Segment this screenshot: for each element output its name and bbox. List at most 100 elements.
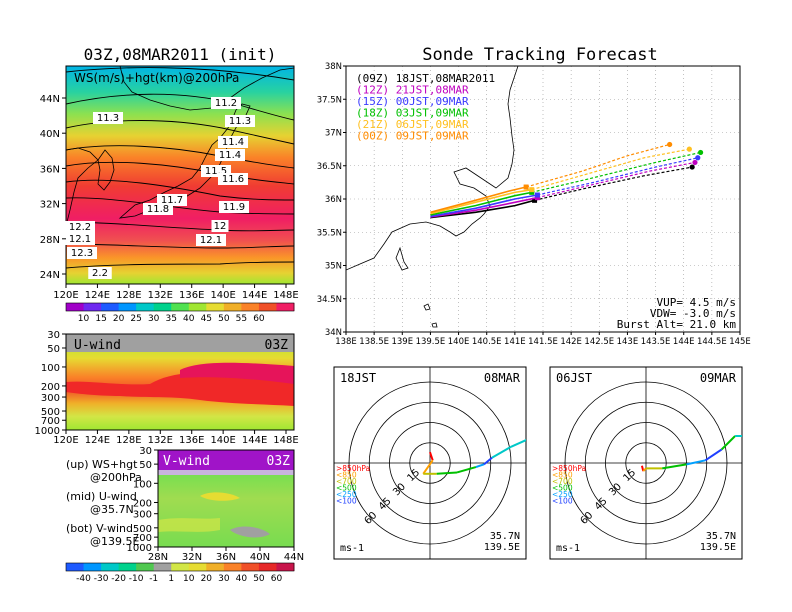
y-tick-label: 50 <box>139 460 152 471</box>
contour-label: 11.4 <box>219 150 241 161</box>
y-tick-label: 24N <box>40 270 60 281</box>
contour-1 <box>66 67 294 81</box>
track-legend: (09Z) 18JST,08MAR2011(12Z) 21JST,08MAR(1… <box>356 72 495 143</box>
y-tick-label: 28N <box>40 235 60 246</box>
colorbar-swatch <box>223 303 242 311</box>
track-end-point <box>667 141 673 148</box>
contour-label-box <box>93 112 123 124</box>
hodograph-level-label: <250 <box>552 490 573 499</box>
track-line-solid <box>430 196 538 218</box>
track-info-burst: Burst Alt= 21.0 km <box>617 318 737 331</box>
x-tick-label: 40N <box>250 552 270 563</box>
colorbar-swatch <box>83 303 102 311</box>
x-tick-label: 140E <box>210 435 235 446</box>
y-tick-label: 34.5N <box>317 295 342 305</box>
colorbar-label: 35 <box>166 314 177 324</box>
hodograph-level-label: <850 <box>336 471 357 480</box>
colorbar-label: 15 <box>95 314 106 324</box>
y-tick-label: 37N <box>325 129 342 139</box>
track-map-grid <box>346 66 740 332</box>
x-tick-label: 141E <box>504 337 526 347</box>
track-lines <box>430 141 704 219</box>
contour-label: 12.3 <box>71 248 93 259</box>
track-legend-item: (15Z) 00JST,09MAR <box>356 95 469 108</box>
colorbar-swatch <box>206 563 225 571</box>
colorbar-swatch <box>136 563 155 571</box>
v-wind-time: 03Z <box>267 454 291 469</box>
y-tick-label: 700 <box>133 533 152 544</box>
legend-note-label: (bot) V-wind <box>66 522 133 535</box>
track-legend-item: (00Z) 09JST,09MAR <box>356 130 469 143</box>
hodograph-lon: 139.5E <box>700 542 736 553</box>
colorbar-swatch <box>101 563 120 571</box>
track-info-vup: VUP= 4.5 m/s <box>657 296 736 309</box>
track-line-dashed <box>531 148 690 191</box>
legend-note-label: (mid) U-wind <box>66 490 137 503</box>
contour-6 <box>66 179 294 201</box>
contour-label: 11.5 <box>205 166 227 177</box>
colorbar-swatch <box>276 303 295 311</box>
colorbar-swatch <box>66 303 85 311</box>
colorbar-label: 20 <box>113 314 125 324</box>
y-tick-label: 34N <box>325 328 342 338</box>
colorbar-label: 20 <box>201 574 213 584</box>
track-end-point <box>698 149 704 156</box>
contour-label: 12.1 <box>69 234 91 245</box>
upper-map-panel: WS(m/s)+hgt(km)@200hPa 11.211.3 11.311.41… <box>40 65 299 324</box>
asia-coastline <box>119 66 294 111</box>
colorbar-swatch <box>153 303 172 311</box>
x-tick-label: 44N <box>284 552 304 563</box>
island-2 <box>431 322 438 328</box>
colorbar-swatch <box>241 303 260 311</box>
x-tick-label: 136E <box>179 435 204 446</box>
contour-label-box <box>225 115 255 127</box>
colorbar-label: 50 <box>253 574 265 584</box>
y-tick-label: 1000 <box>35 426 60 437</box>
y-tick-label: 500 <box>41 407 60 418</box>
contour-label-box <box>218 136 248 148</box>
contour-10 <box>66 261 294 269</box>
legend-note-sub: @35.7N <box>90 503 134 516</box>
track-legend-item: (21Z) 06JST,09MAR <box>356 118 469 131</box>
colorbar-swatch <box>153 563 172 571</box>
legend-note-sub: @200hPa <box>90 471 142 484</box>
contour-label-box <box>218 173 248 185</box>
track-line-dashed <box>534 166 693 201</box>
contour-label-box <box>211 220 229 232</box>
x-tick-label: 143E <box>617 337 639 347</box>
x-tick-label: 132E <box>148 435 173 446</box>
y-tick-label: 38N <box>325 62 342 72</box>
hodograph-time: 06JST <box>556 371 592 385</box>
x-tick-label: 144E <box>673 337 695 347</box>
y-tick-label: 32N <box>40 200 60 211</box>
track-legend-item: (18Z) 03JST,09MAR <box>356 107 469 120</box>
x-tick-label: 140.5E <box>472 337 502 347</box>
hodograph-lon: 139.5E <box>484 542 520 553</box>
colorbar-label: 55 <box>236 314 247 324</box>
x-tick-label: 124E <box>85 290 110 301</box>
x-tick-label: 148E <box>273 435 298 446</box>
contour-label: 11.2 <box>215 98 237 109</box>
hodograph-segment <box>686 459 706 466</box>
colorbar-label: -1 <box>149 574 158 584</box>
contour-label: 11.3 <box>229 116 251 127</box>
contour-label-box <box>196 234 226 246</box>
track-burst-point <box>523 184 529 190</box>
y-tick-label: 1000 <box>127 543 152 554</box>
hodograph-segment <box>475 463 485 468</box>
x-tick-label: 128E <box>116 290 141 301</box>
colorbar-label: 60 <box>271 574 283 584</box>
x-tick-label: 139E <box>391 337 413 347</box>
upper-map-label: WS(m/s)+hgt(km)@200hPa <box>74 71 239 85</box>
colorbar-label: 25 <box>130 314 141 324</box>
track-burst-point <box>529 189 535 195</box>
colorbar-label: 45 <box>201 314 212 324</box>
x-tick-label: 139.5E <box>416 337 446 347</box>
u-wind-title: U-wind <box>74 338 121 353</box>
contour-label-group: 11.2 11.3 11.3 11.4 11.4 11.511.6 11.711.8 11.9… <box>65 97 255 279</box>
track-line-dashed <box>531 151 701 193</box>
contour-label: 11.7 <box>161 195 183 206</box>
hodograph-segment <box>642 467 647 472</box>
